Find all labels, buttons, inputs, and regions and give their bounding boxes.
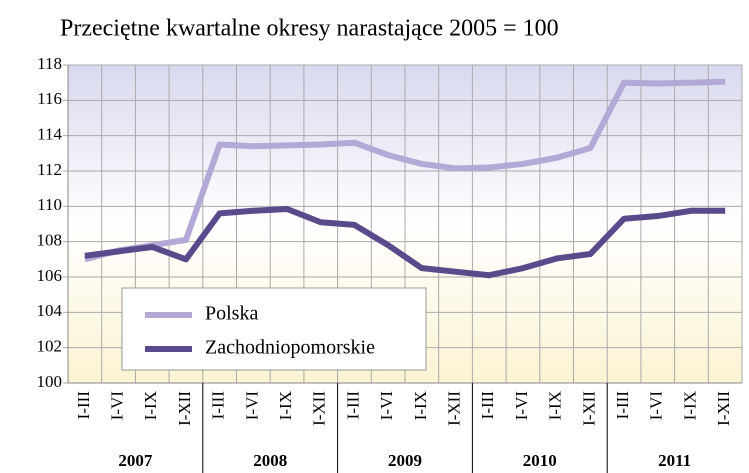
x-tick-label: I-VI bbox=[377, 391, 396, 421]
x-tick-label: I-XII bbox=[444, 391, 463, 426]
x-tick-label: I-III bbox=[209, 391, 228, 420]
x-tick-label: I-IX bbox=[680, 391, 699, 420]
series-line bbox=[84, 78, 726, 263]
y-tick-label: 100 bbox=[37, 372, 63, 391]
x-tick-label: I-XII bbox=[175, 391, 194, 426]
chart-title: Przeciętne kwartalne okresy narastające … bbox=[60, 16, 559, 42]
legend-box bbox=[121, 287, 427, 371]
y-tick-label: 118 bbox=[37, 54, 62, 73]
y-tick-label: 104 bbox=[37, 301, 63, 320]
x-tick-label: I-VI bbox=[242, 391, 261, 421]
x-tick-label: I-III bbox=[343, 391, 362, 420]
y-tick-label: 106 bbox=[37, 266, 63, 285]
x-tick-label: I-III bbox=[74, 391, 93, 420]
legend-label: Zachodniopomorskie bbox=[205, 337, 375, 359]
x-tick-label: I-XII bbox=[579, 391, 598, 426]
x-group-label: 2010 bbox=[523, 451, 557, 470]
x-group-label: 2008 bbox=[253, 451, 287, 470]
y-tick-label: 102 bbox=[37, 337, 63, 356]
x-tick-label: I-III bbox=[478, 391, 497, 420]
y-tick-label: 116 bbox=[37, 89, 62, 108]
y-tick-label: 110 bbox=[37, 195, 62, 214]
x-tick-label: I-IX bbox=[276, 391, 295, 420]
series-line bbox=[84, 205, 726, 279]
x-tick-label: I-IX bbox=[141, 391, 160, 420]
x-group-label: 2007 bbox=[118, 451, 153, 470]
y-tick-label: 114 bbox=[37, 125, 62, 144]
x-tick-label: I-VI bbox=[647, 391, 666, 421]
x-tick-label: I-VI bbox=[107, 391, 126, 421]
y-tick-label: 108 bbox=[37, 231, 63, 250]
x-tick-label: I-XII bbox=[310, 391, 329, 426]
legend-label: Polska bbox=[205, 303, 258, 325]
y-tick-label: 112 bbox=[37, 160, 62, 179]
x-group-label: 2011 bbox=[658, 451, 691, 470]
x-tick-label: I-IX bbox=[546, 391, 565, 420]
x-tick-label: I-XII bbox=[714, 391, 733, 426]
x-tick-label: I-III bbox=[613, 391, 632, 420]
x-tick-label: I-VI bbox=[512, 391, 531, 421]
x-tick-label: I-IX bbox=[411, 391, 430, 420]
x-group-label: 2009 bbox=[388, 451, 422, 470]
